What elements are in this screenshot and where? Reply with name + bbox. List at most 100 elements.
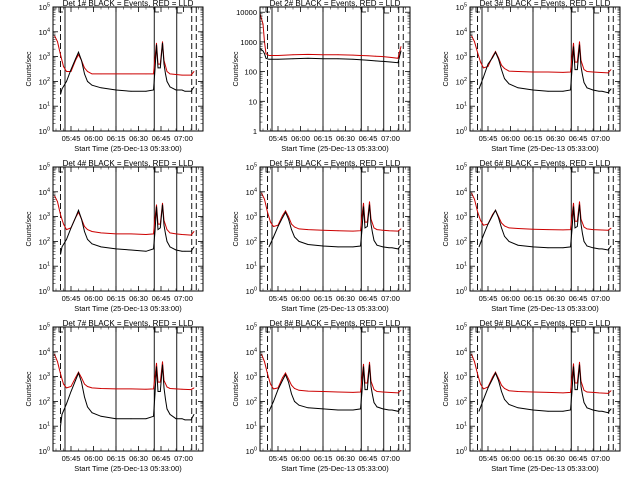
data-point-lld xyxy=(288,378,289,380)
data-point-events xyxy=(360,59,361,61)
data-point-events xyxy=(400,244,402,246)
data-point-lld xyxy=(607,393,609,394)
data-point-events xyxy=(400,407,402,409)
data-point-lld xyxy=(130,233,132,235)
data-point-lld xyxy=(66,229,67,231)
data-point-lld xyxy=(175,233,177,235)
y-tick-label: 105 xyxy=(39,3,50,13)
data-point-events xyxy=(184,90,186,92)
data-point-lld xyxy=(175,388,177,390)
x-tick-label: 06:30 xyxy=(129,454,148,463)
data-point-events xyxy=(298,404,300,406)
data-point-lld xyxy=(547,392,549,393)
data-point-lld xyxy=(532,391,534,393)
x-tick-label: 07:00 xyxy=(381,294,400,303)
data-point-events xyxy=(166,241,168,242)
data-point-events xyxy=(601,248,603,250)
data-point-lld xyxy=(169,388,171,389)
series-line-lld xyxy=(260,13,402,59)
data-point-events xyxy=(495,51,496,53)
y-axis-label: Counts/sec xyxy=(26,371,33,407)
data-point-events xyxy=(181,250,183,252)
data-point-lld xyxy=(70,386,72,387)
data-point-events xyxy=(478,410,480,412)
panel-title: Det 4# BLACK = Events, RED = LLD xyxy=(63,159,194,168)
data-point-events xyxy=(598,248,600,250)
data-point-events xyxy=(574,227,576,229)
data-point-lld xyxy=(66,387,67,389)
y-axis-label: Counts/sec xyxy=(443,51,450,87)
data-point-lld xyxy=(282,215,283,217)
data-point-lld xyxy=(504,68,505,69)
data-point-events xyxy=(576,69,578,70)
data-point-lld xyxy=(376,229,378,231)
data-point-events xyxy=(294,236,295,238)
panel-title: Det 1# BLACK = Events, RED = LLD xyxy=(63,0,194,8)
data-point-events xyxy=(292,58,294,60)
data-point-events xyxy=(66,81,67,82)
top-bracket-mark xyxy=(383,327,390,334)
data-point-events xyxy=(91,412,93,414)
data-point-events xyxy=(498,217,499,219)
data-point-events xyxy=(190,419,192,421)
x-tick-label: 06:00 xyxy=(501,134,520,143)
data-point-events xyxy=(154,393,156,395)
data-point-lld xyxy=(181,234,183,235)
data-point-events xyxy=(360,245,361,247)
x-axis-label: Start Time (25-Dec-13 05:33:00) xyxy=(491,144,599,153)
data-point-events xyxy=(130,418,132,420)
data-point-events xyxy=(157,67,159,69)
top-bracket-mark xyxy=(383,167,390,174)
x-tick-label: 06:00 xyxy=(84,294,103,303)
x-tick-label: 07:00 xyxy=(591,134,610,143)
data-point-events xyxy=(156,366,157,368)
data-point-events xyxy=(181,418,183,420)
y-tick-label: 102 xyxy=(39,397,50,407)
data-point-events xyxy=(60,254,61,255)
series-line-events xyxy=(60,364,195,427)
y-tick-label: 1000 xyxy=(240,38,257,47)
data-point-lld xyxy=(501,384,502,386)
data-point-events xyxy=(570,89,571,91)
y-tick-label: 103 xyxy=(246,212,257,222)
y-tick-label: 100 xyxy=(39,447,50,457)
data-point-events xyxy=(307,57,309,59)
data-point-lld xyxy=(153,388,154,390)
x-axis-label: Start Time (25-Dec-13 05:33:00) xyxy=(281,304,389,313)
x-tick-label: 06:15 xyxy=(524,454,543,463)
y-tick-label: 100 xyxy=(39,127,50,137)
data-point-events xyxy=(70,69,72,70)
data-point-events xyxy=(370,223,372,225)
data-point-events xyxy=(162,42,163,44)
y-tick-label: 100 xyxy=(456,287,467,297)
top-bracket-mark xyxy=(58,327,63,333)
data-point-events xyxy=(352,246,354,248)
x-tick-label: 06:00 xyxy=(501,294,520,303)
data-point-lld xyxy=(156,362,157,364)
x-tick-label: 06:30 xyxy=(336,454,355,463)
data-point-lld xyxy=(373,389,375,390)
data-point-lld xyxy=(91,231,93,232)
x-tick-label: 06:15 xyxy=(314,294,333,303)
data-point-events xyxy=(367,59,369,61)
panel-det-1: Det 1# BLACK = Events, RED = LLD 100 101 10… xyxy=(26,0,204,153)
x-tick-label: 06:15 xyxy=(107,294,126,303)
top-bracket-mark xyxy=(475,7,480,13)
data-point-lld xyxy=(298,228,300,230)
data-point-events xyxy=(366,226,368,227)
panel-det-6: Det 6# BLACK = Events, RED = LLD 100 101 10… xyxy=(443,159,621,313)
y-tick-label: 104 xyxy=(246,187,257,197)
data-point-events xyxy=(592,89,594,91)
y-tick-label: 10 xyxy=(249,97,257,106)
data-point-lld xyxy=(100,388,102,389)
data-point-lld xyxy=(153,73,154,75)
y-tick-label: 101 xyxy=(456,102,467,112)
panel-title: Det 2# BLACK = Events, RED = LLD xyxy=(270,0,401,8)
data-point-events xyxy=(265,57,267,59)
data-point-lld xyxy=(190,389,192,390)
y-tick-label: 105 xyxy=(456,323,467,333)
top-bracket-mark xyxy=(265,167,270,173)
data-point-lld xyxy=(579,41,580,43)
data-point-lld xyxy=(474,361,475,363)
data-point-lld xyxy=(480,383,481,385)
